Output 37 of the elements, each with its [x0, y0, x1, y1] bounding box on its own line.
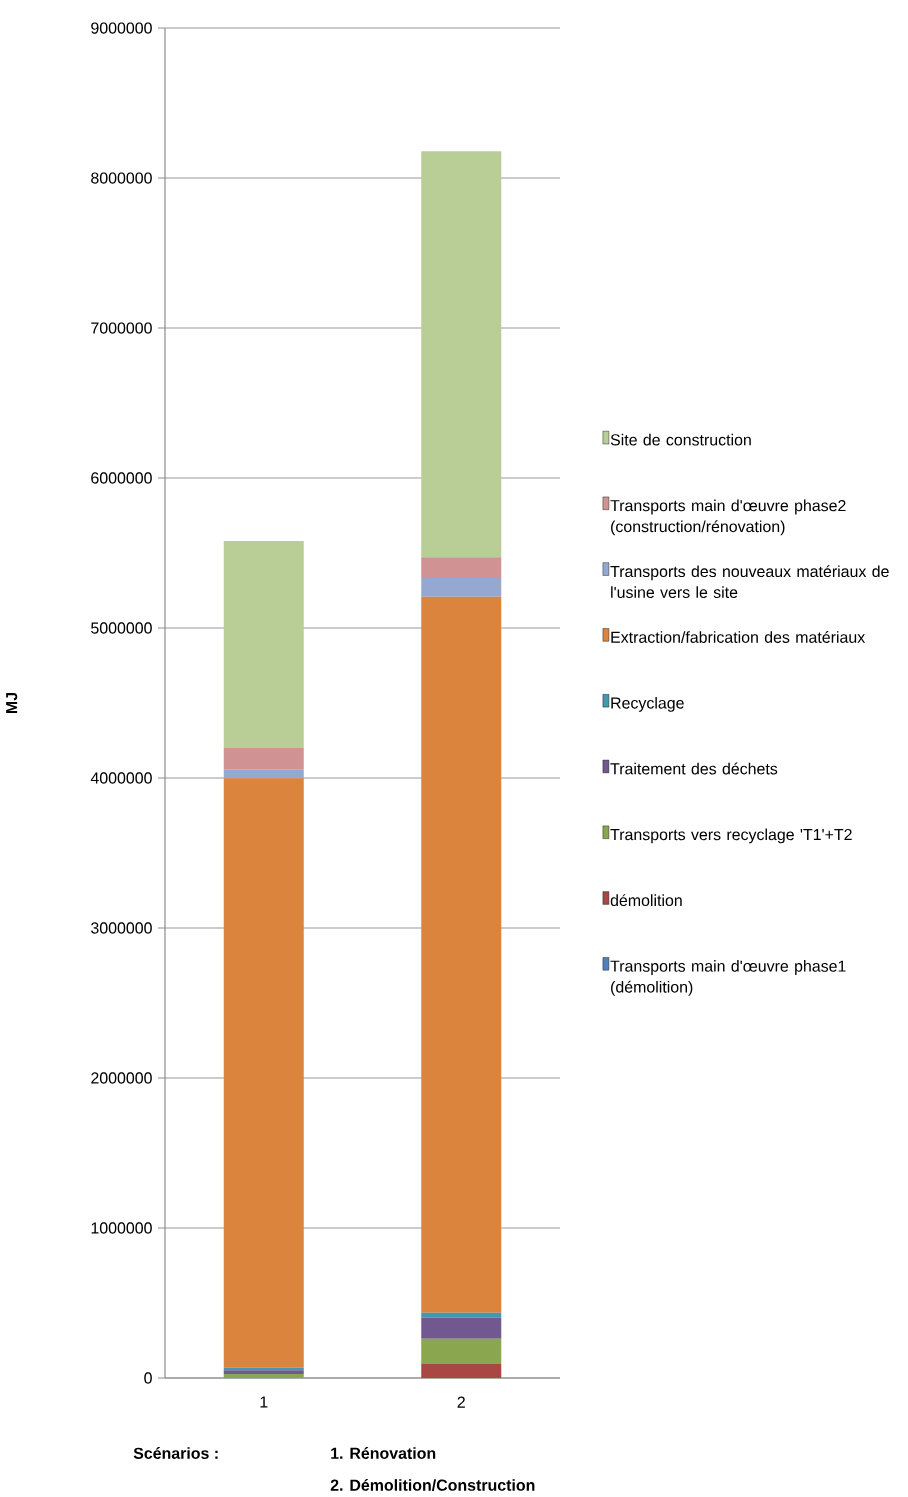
bar — [421, 596, 502, 1313]
x-tick-label: 2 — [457, 1396, 465, 1408]
text: Scénarios : — [133, 1447, 218, 1459]
text: 1. Rénovation — [331, 1447, 436, 1459]
y-tick-label: 0 — [144, 1372, 152, 1384]
legend-label: Transports main d'œuvre phase2 (construction/rénovation) — [610, 499, 846, 536]
y-tick-label: 3000000 — [91, 922, 152, 934]
y-tick-label: 5000000 — [91, 622, 152, 634]
bar — [223, 778, 304, 1368]
bar — [421, 578, 502, 597]
bar — [421, 1338, 502, 1365]
y-tick-label: 8000000 — [91, 172, 152, 184]
y-tick-label: 4000000 — [90, 772, 152, 784]
legend-label: Transports vers recyclage 'T1'+T2 — [610, 828, 852, 844]
bar — [223, 748, 304, 770]
legend-label: Extraction/fabrication des matériaux — [611, 631, 866, 643]
bar — [421, 1364, 502, 1378]
text: 2. Démolition/Construction — [330, 1479, 535, 1491]
legend-label: Transports des nouveaux matériaux de l'usine vers le site — [610, 565, 889, 598]
bar — [223, 1373, 304, 1378]
y-axis-title: MJ — [6, 693, 18, 714]
y-tick-label: 2000000 — [91, 1072, 152, 1084]
bar — [421, 557, 502, 579]
bar — [421, 1317, 502, 1339]
bar — [223, 769, 304, 779]
bar — [223, 541, 304, 749]
x-tick-label: 1 — [260, 1396, 268, 1408]
y-tick-label: 9000000 — [91, 22, 152, 34]
bar — [421, 151, 502, 558]
legend-label: Recyclage — [611, 696, 684, 712]
y-tick-label: 1000000 — [91, 1222, 152, 1234]
y-tick-label: 6000000 — [91, 472, 152, 484]
legend-label: Site de construction — [610, 433, 751, 446]
legend-label: Traitement des déchets — [610, 762, 778, 775]
legend-label: Transports main d'œuvre phase1 (démolition) — [610, 960, 846, 996]
legend-label: démolition — [610, 894, 682, 907]
y-tick-label: 7000000 — [91, 322, 152, 334]
